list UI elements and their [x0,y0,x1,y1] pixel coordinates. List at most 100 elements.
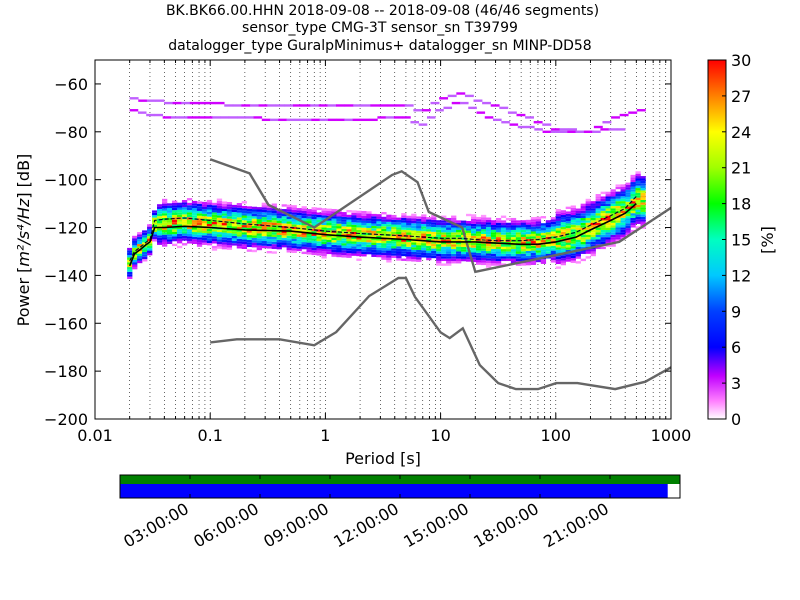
density-cell [565,211,571,214]
density-cell [630,208,636,211]
density-cell [595,213,601,216]
density-cell [535,221,542,224]
density-cell [171,224,178,227]
density-cell [585,239,591,242]
density-cell [416,240,422,243]
density-cell [480,222,487,225]
density-cell [585,251,591,254]
outlier-cell [301,104,311,107]
density-cell [241,237,248,240]
density-cell [316,253,322,256]
density-cell [570,222,576,225]
density-cell [456,253,462,257]
density-cell [431,222,437,225]
density-cell [206,209,213,212]
density-cell [301,222,307,226]
density-cell [361,246,367,250]
density-cell [475,257,482,261]
density-cell [640,200,646,203]
density-cell [296,236,302,240]
density-cell [291,214,297,218]
density-cell [291,236,297,239]
density-cell [221,201,228,204]
density-cell [251,221,257,224]
density-cell [127,257,133,260]
density-cell [416,216,422,219]
density-cell [520,239,527,242]
density-cell [585,203,591,206]
density-cell [600,213,606,216]
density-cell [157,204,163,207]
density-cell [620,217,626,221]
density-cell [201,206,208,210]
density-cell [321,213,327,216]
density-cell [635,200,641,203]
plot-frame [94,59,672,420]
density-cell [525,231,532,235]
density-cell [266,234,272,237]
density-cell [421,247,427,251]
density-cell [510,241,517,245]
density-cell [421,233,427,236]
density-cell [366,244,372,248]
density-cell [490,256,497,259]
density-cell [176,245,183,249]
density-cell [341,219,347,222]
density-cell [580,220,586,223]
density-cell [191,239,198,242]
density-cell [406,220,412,223]
density-cell [361,220,367,223]
density-cell [286,221,292,224]
density-cell [306,218,312,222]
density-cell [505,234,512,238]
density-cell [336,233,342,236]
density-cell [191,227,198,230]
density-cell [231,212,238,215]
density-cell [211,207,218,211]
density-cell [142,237,148,240]
density-cell [461,251,467,255]
density-cell [590,205,596,209]
density-cell [361,237,367,240]
density-cell [256,243,262,246]
density-cell [525,236,532,239]
density-cell [166,203,173,206]
density-cell [485,234,492,237]
density-cell [176,229,183,232]
density-cell [510,244,517,247]
density-cell [291,209,297,213]
density-cell [441,253,447,257]
density-cell [471,242,477,246]
density-cell [515,251,522,254]
density-cell [585,220,591,223]
density-cell [162,198,168,202]
density-cell [376,240,382,243]
density-cell [575,215,581,219]
density-cell [201,211,208,214]
density-cell [301,242,307,245]
density-cell [431,239,437,242]
density-cell [550,231,557,234]
outlier-cell [284,104,294,107]
density-cell [451,256,457,259]
y-tick-label: −160 [44,314,88,333]
density-cell [166,239,173,242]
density-cell [635,192,641,196]
density-cell [162,229,168,233]
density-cell [515,244,522,247]
density-cell [261,243,267,246]
density-cell [181,243,188,246]
density-cell [311,247,317,251]
density-cell [451,251,457,254]
density-cell [471,257,477,260]
density-cell [406,239,412,243]
density-cell [261,241,267,244]
density-cell [341,240,347,244]
density-cell [316,243,322,247]
density-cell [241,234,248,238]
outlier-cell [172,101,182,105]
density-cell [316,226,322,230]
density-cell [371,245,377,248]
density-cell [451,215,457,218]
density-cell [311,250,317,253]
